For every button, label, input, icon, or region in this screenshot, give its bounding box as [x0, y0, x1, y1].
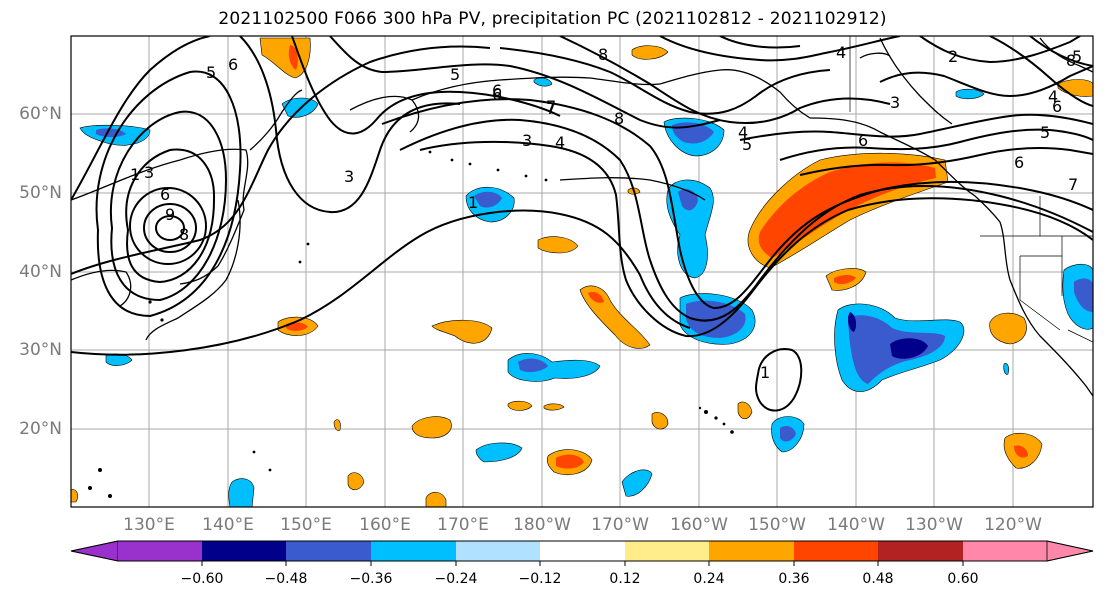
- svg-text:8: 8: [179, 225, 189, 244]
- svg-text:4: 4: [738, 123, 748, 142]
- svg-text:8: 8: [1066, 51, 1076, 70]
- map-frame: [70, 35, 1094, 508]
- svg-text:4: 4: [1048, 87, 1058, 106]
- lon-label: 150°W: [748, 515, 806, 535]
- colorbar-tick-label: −0.36: [349, 571, 393, 587]
- colorbar-tick-label: 0.12: [609, 571, 641, 587]
- precip-negative-shading: [79, 77, 1093, 507]
- svg-text:6: 6: [1052, 97, 1062, 116]
- lat-label: 40°N: [19, 262, 62, 282]
- svg-text:6: 6: [858, 131, 868, 150]
- lon-label: 170°E: [437, 515, 489, 535]
- svg-text:7: 7: [1068, 175, 1078, 194]
- svg-text:6: 6: [1014, 153, 1024, 172]
- lon-label: 130°E: [123, 515, 175, 535]
- svg-text:5: 5: [1072, 47, 1082, 66]
- svg-text:6: 6: [228, 55, 238, 74]
- colorbar-tick-label: −0.48: [264, 571, 308, 587]
- svg-text:4: 4: [836, 43, 846, 62]
- colorbar-under-triangle: [70, 540, 119, 562]
- svg-text:6: 6: [492, 85, 502, 104]
- chart-title: 2021102500 F066 300 hPa PV, precipitatio…: [218, 9, 887, 29]
- colorbar-tick-label: −0.12: [518, 571, 562, 587]
- lon-label: 160°E: [359, 515, 411, 535]
- colorbar-tick-label: 0.48: [862, 571, 894, 587]
- svg-text:3: 3: [344, 167, 354, 186]
- svg-text:6: 6: [492, 81, 502, 100]
- svg-text:4: 4: [555, 133, 565, 152]
- lon-label: 140°W: [827, 515, 885, 535]
- colorbar-tick-label: 0.60: [947, 571, 979, 587]
- svg-text:1: 1: [130, 165, 140, 184]
- lon-label: 170°W: [591, 515, 649, 535]
- svg-text:6: 6: [160, 185, 170, 204]
- lon-label: 120°W: [984, 515, 1042, 535]
- svg-text:8: 8: [614, 109, 624, 128]
- lon-label: 130°W: [905, 515, 963, 535]
- contour-labels: 5 6 8 1 3 6 9 3 4 5 6 7 8 8 4 5 6 4 5 6 …: [130, 43, 1082, 382]
- svg-text:1: 1: [468, 193, 478, 212]
- colorbar-tick-label: 0.36: [778, 571, 810, 587]
- lon-label: 150°E: [280, 515, 332, 535]
- colorbar-tick-label: −0.24: [434, 571, 478, 587]
- coastlines: [71, 37, 1093, 397]
- colorbar-over-triangle: [1046, 540, 1094, 562]
- islands: [88, 150, 734, 498]
- svg-text:7: 7: [546, 97, 556, 116]
- svg-text:2: 2: [948, 47, 958, 66]
- svg-text:3: 3: [144, 163, 154, 182]
- svg-text:9: 9: [165, 205, 175, 224]
- colorbar-tick-label: −0.60: [180, 571, 224, 587]
- svg-text:5: 5: [206, 63, 216, 82]
- svg-text:5: 5: [450, 65, 460, 84]
- svg-text:3: 3: [890, 93, 900, 112]
- lat-label: 60°N: [19, 104, 62, 124]
- svg-text:1: 1: [760, 363, 770, 382]
- svg-text:5: 5: [1040, 123, 1050, 142]
- colorbar-tick-label: 0.24: [693, 571, 725, 587]
- lon-label: 180°W: [513, 515, 571, 535]
- colorbar: [70, 540, 1094, 566]
- lat-label: 50°N: [19, 183, 62, 203]
- svg-text:3: 3: [522, 131, 532, 150]
- svg-text:7: 7: [546, 99, 556, 118]
- lon-label: 140°E: [202, 515, 254, 535]
- lon-label: 160°W: [670, 515, 728, 535]
- lat-label: 20°N: [19, 419, 62, 439]
- pv-contours: [71, 36, 1093, 412]
- graticule: [71, 36, 1093, 507]
- lat-label: 30°N: [19, 340, 62, 360]
- svg-text:5: 5: [742, 135, 752, 154]
- svg-text:8: 8: [598, 45, 608, 64]
